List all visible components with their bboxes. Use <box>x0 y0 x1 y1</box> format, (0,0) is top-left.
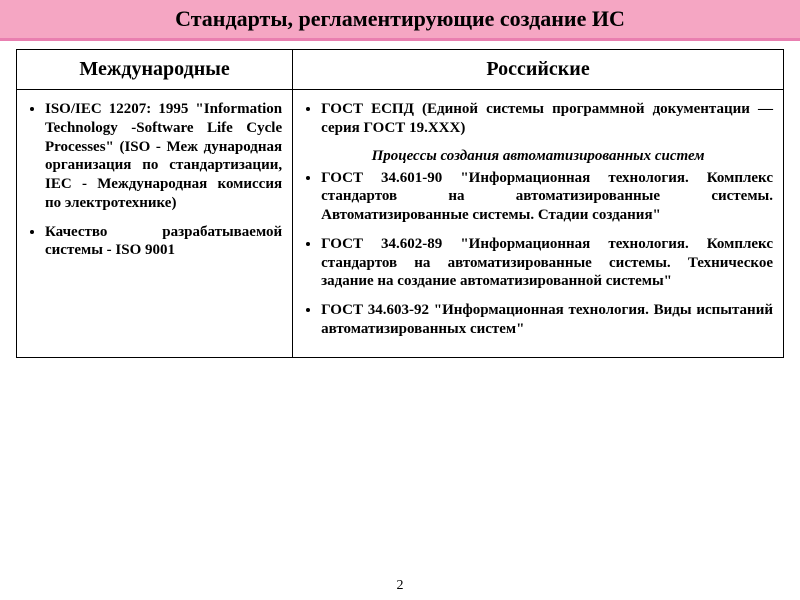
russian-top-list: ГОСТ ЕСПД (Единой системы программной до… <box>303 100 773 138</box>
col-header-international: Международные <box>17 50 293 90</box>
list-item: ISO/IEC 12207: 1995 "Information Technol… <box>45 100 282 213</box>
list-item: Качество разрабатываемой системы - ISO 9… <box>45 223 282 261</box>
russian-subhead: Процессы создания автоматизированных сис… <box>303 148 773 165</box>
russian-list: ГОСТ 34.601-90 "Информационная технологи… <box>303 169 773 339</box>
cell-international: ISO/IEC 12207: 1995 "Information Technol… <box>17 90 293 358</box>
page-number: 2 <box>0 578 800 594</box>
standards-table: Международные Российские ISO/IEC 12207: … <box>16 49 784 358</box>
list-item: ГОСТ ЕСПД (Единой системы программной до… <box>321 100 773 138</box>
table-body-row: ISO/IEC 12207: 1995 "Information Technol… <box>17 90 784 358</box>
presentation-slide: Стандарты, регламентирующие создание ИС … <box>0 0 800 600</box>
international-list: ISO/IEC 12207: 1995 "Information Technol… <box>27 100 282 260</box>
list-item: ГОСТ 34.601-90 "Информационная технологи… <box>321 169 773 225</box>
list-item: ГОСТ 34.603-92 "Информационная технологи… <box>321 301 773 339</box>
slide-title: Стандарты, регламентирующие создание ИС <box>0 0 800 41</box>
table-header-row: Международные Российские <box>17 50 784 90</box>
cell-russian: ГОСТ ЕСПД (Единой системы программной до… <box>293 90 784 358</box>
list-item: ГОСТ 34.602-89 "Информационная технологи… <box>321 235 773 291</box>
col-header-russian: Российские <box>293 50 784 90</box>
